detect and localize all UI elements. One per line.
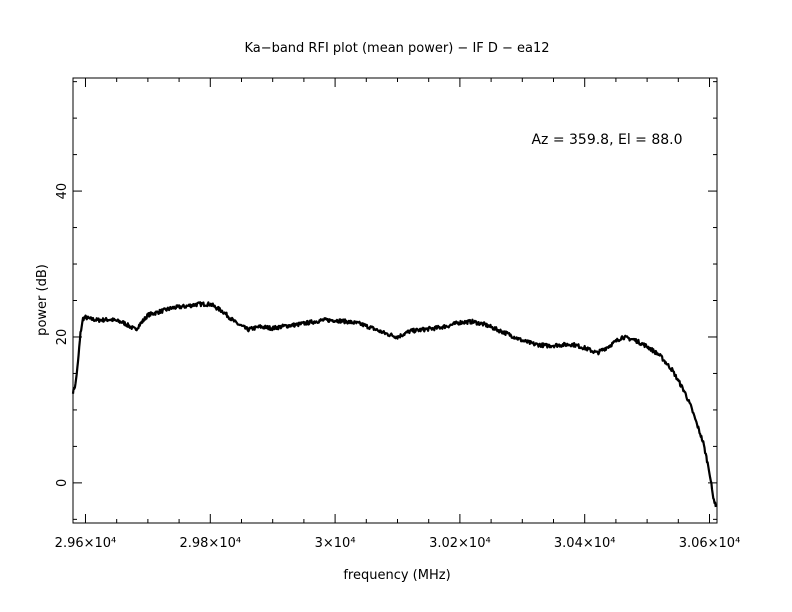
x-tick-label-4: 3.04×10⁴	[554, 536, 616, 551]
x-tick-label-3: 3.02×10⁴	[429, 536, 491, 551]
x-axis-tick-labels: 2.96×10⁴ 2.98×10⁴ 3×10⁴ 3.02×10⁴ 3.04×10⁴ 3.0…	[55, 536, 741, 551]
x-axis-ticks	[84, 78, 711, 523]
x-tick-label-0: 2.96×10⁴	[55, 536, 117, 551]
y-axis-label: power (dB)	[35, 264, 50, 336]
y-tick-label-1: 20	[55, 329, 70, 346]
y-tick-label-2: 40	[55, 183, 70, 200]
chart-title: Ka−band RFI plot (mean power) − IF D − e…	[244, 41, 549, 56]
az-el-annotation: Az = 359.8, El = 88.0	[531, 132, 682, 148]
x-axis-label: frequency (MHz)	[343, 568, 450, 583]
x-tick-label-1: 2.98×10⁴	[179, 536, 241, 551]
y-axis-tick-labels: 0 20 40	[55, 183, 70, 487]
x-tick-label-2: 3×10⁴	[315, 536, 356, 551]
x-tick-label-5: 3.06×10⁴	[679, 536, 741, 551]
series-line-mean-power	[71, 301, 717, 508]
y-tick-label-0: 0	[55, 479, 70, 487]
